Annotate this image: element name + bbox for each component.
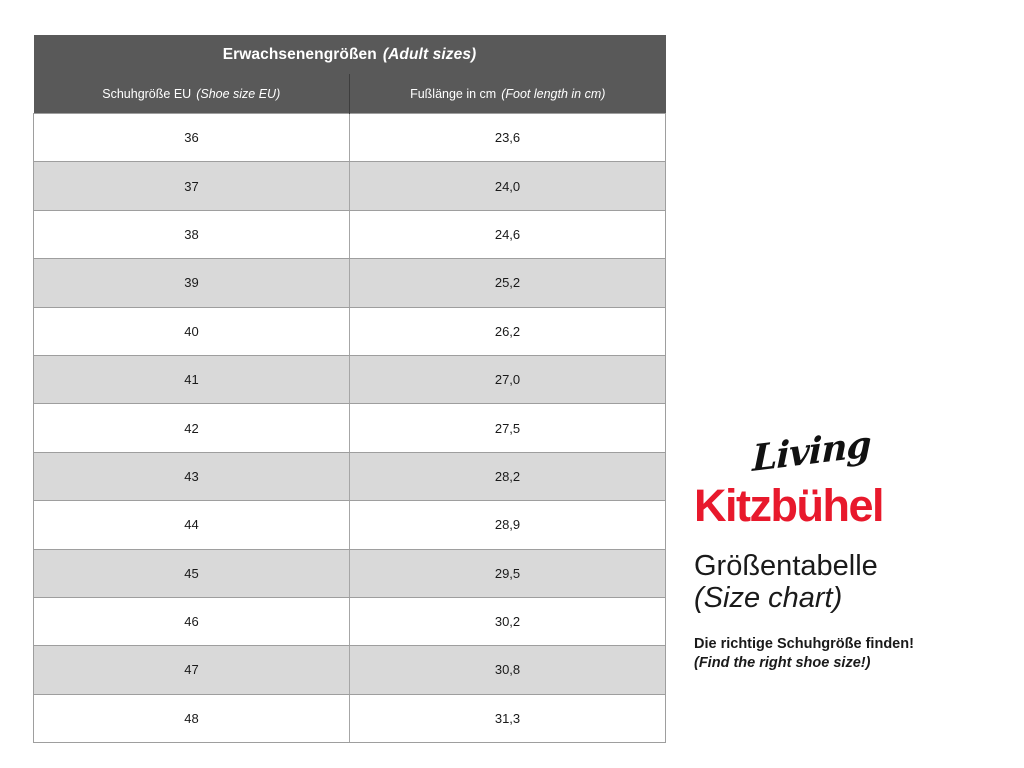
table-row: 37 24,0	[33, 161, 666, 211]
cell-shoe-size: 38	[33, 209, 350, 260]
cell-shoe-size: 36	[33, 112, 350, 163]
column-header-foot-length: Fußlänge in cm (Foot length in cm)	[349, 74, 666, 114]
column-header-shoe-size-en: (Shoe size EU)	[196, 86, 281, 101]
table-row: 44 28,9	[33, 500, 666, 550]
cell-foot-length: 25,2	[349, 258, 666, 308]
table-row: 46 30,2	[33, 596, 666, 647]
cell-shoe-size: 39	[33, 258, 350, 308]
column-header-shoe-size: Schuhgröße EU (Shoe size EU)	[33, 74, 350, 114]
cell-foot-length: 28,2	[349, 451, 666, 502]
table-column-header-row: Schuhgröße EU (Shoe size EU) Fußlänge in …	[33, 74, 666, 114]
cell-shoe-size: 44	[33, 500, 350, 550]
cell-shoe-size: 43	[33, 451, 350, 502]
column-header-foot-length-de: Fußlänge in cm	[410, 86, 497, 101]
page-title-de: Größentabelle	[694, 550, 878, 582]
size-chart-table-body: Erwachsenengrößen (Adult sizes) Schuhgröß…	[33, 35, 666, 744]
table-row: 48 31,3	[33, 693, 666, 744]
cell-foot-length: 30,8	[349, 645, 666, 695]
cell-shoe-size: 40	[33, 306, 350, 356]
page-subtitle-block: Die richtige Schuhgröße finden! (Find th…	[694, 635, 994, 673]
cell-foot-length: 27,0	[349, 354, 666, 405]
cell-foot-length: 27,5	[349, 403, 666, 453]
cell-shoe-size: 47	[33, 645, 350, 695]
table-title-cell: Erwachsenengrößen (Adult sizes)	[33, 35, 666, 74]
cell-shoe-size: 42	[33, 403, 350, 453]
cell-foot-length: 28,9	[349, 500, 666, 550]
table-row: 41 27,0	[33, 354, 666, 405]
table-title-en: (Adult sizes)	[382, 45, 477, 63]
logo-script-living: Living	[752, 423, 871, 480]
table-row: 36 23,6	[33, 112, 666, 163]
cell-shoe-size: 46	[33, 596, 350, 647]
cell-foot-length: 24,0	[349, 161, 666, 211]
living-kitzbuehel-logo: Living Kitzbühel	[694, 423, 909, 532]
cell-foot-length: 29,5	[349, 548, 666, 598]
cell-foot-length: 31,3	[349, 693, 666, 744]
table-title-de: Erwachsenengrößen	[222, 45, 377, 63]
page-title-block: Größentabelle (Size chart)	[694, 550, 994, 615]
table-row: 47 30,8	[33, 645, 666, 695]
page-title-en: (Size chart)	[694, 582, 843, 615]
logo-wordmark-kitzbuehel: Kitzbühel	[694, 480, 884, 531]
table-row: 38 24,6	[33, 209, 666, 260]
table-row: 40 26,2	[33, 306, 666, 356]
table-row: 39 25,2	[33, 258, 666, 308]
page-subtitle-en: (Find the right shoe size!)	[694, 655, 871, 672]
cell-shoe-size: 45	[33, 548, 350, 598]
cell-shoe-size: 48	[33, 693, 350, 744]
brand-panel: Living Kitzbühel Größentabelle (Size cha…	[694, 423, 994, 673]
column-header-foot-length-en: (Foot length in cm)	[501, 86, 606, 101]
cell-foot-length: 30,2	[349, 596, 666, 647]
cell-foot-length: 26,2	[349, 306, 666, 356]
cell-shoe-size: 37	[33, 161, 350, 211]
cell-shoe-size: 41	[33, 354, 350, 405]
page-subtitle-de: Die richtige Schuhgröße finden!	[694, 635, 914, 652]
size-chart-table: Erwachsenengrößen (Adult sizes) Schuhgröß…	[33, 35, 666, 744]
table-row: 43 28,2	[33, 451, 666, 502]
table-title-row: Erwachsenengrößen (Adult sizes)	[33, 35, 666, 74]
cell-foot-length: 24,6	[349, 209, 666, 260]
table-row: 45 29,5	[33, 548, 666, 598]
column-header-shoe-size-de: Schuhgröße EU	[102, 86, 192, 101]
cell-foot-length: 23,6	[349, 112, 666, 163]
table-row: 42 27,5	[33, 403, 666, 453]
